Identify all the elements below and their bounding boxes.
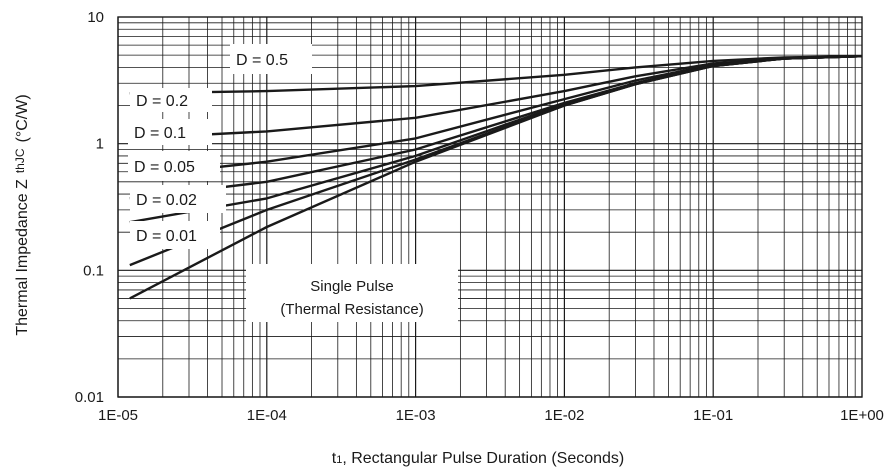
x-axis-title: t1, Rectangular Pulse Duration (Seconds) (332, 450, 625, 467)
x-tick-label: 1E+00 (840, 407, 884, 424)
curve-label-box (128, 151, 220, 181)
y-tick-label: 0.1 (83, 262, 104, 279)
curve-label-box (130, 185, 226, 213)
single-pulse-label: Single Pulse (310, 278, 393, 295)
single-pulse-label: (Thermal Resistance) (280, 301, 423, 318)
curve-labels: D = 0.5 D = 0.2 D = 0.1 D = 0.05 D = 0.02 D =… (128, 44, 458, 322)
curve-label: D = 0.1 (134, 125, 186, 142)
curve-label-box (130, 221, 220, 249)
x-tick-label: 1E-01 (693, 407, 733, 424)
series-line-6 (129, 55, 863, 267)
y-tick-label: 10 (87, 9, 104, 26)
series-line-3 (129, 55, 863, 178)
x-tick-label: 1E-02 (544, 407, 584, 424)
curve-label: D = 0.02 (136, 192, 197, 209)
curve-label-box (230, 44, 312, 74)
series-lines (129, 55, 863, 300)
y-axis-title: Thermal Impedance ZthJC(°C/W) (13, 94, 31, 335)
y-tick-label: 0.01 (75, 389, 104, 406)
series-line-1 (129, 55, 863, 95)
tick-labels: 1E-05 1E-04 1E-03 1E-02 1E-01 1E+00 0.01 0.1 1 10 (75, 9, 884, 424)
x-tick-label: 1E-05 (98, 407, 138, 424)
curve-label-box (130, 88, 212, 112)
single-pulse-label-box (246, 264, 458, 322)
curve-label: D = 0.05 (134, 159, 195, 176)
curve-label: D = 0.5 (236, 52, 288, 69)
grid-lines (117, 16, 863, 398)
x-tick-label: 1E-04 (247, 407, 287, 424)
curve-label-box (128, 119, 212, 145)
plot-frame (117, 16, 863, 398)
series-line-7 (129, 55, 863, 300)
curve-label: D = 0.01 (136, 228, 197, 245)
x-tick-label: 1E-03 (396, 407, 436, 424)
y-tick-label: 1 (96, 136, 104, 153)
curve-label: D = 0.2 (136, 93, 188, 110)
